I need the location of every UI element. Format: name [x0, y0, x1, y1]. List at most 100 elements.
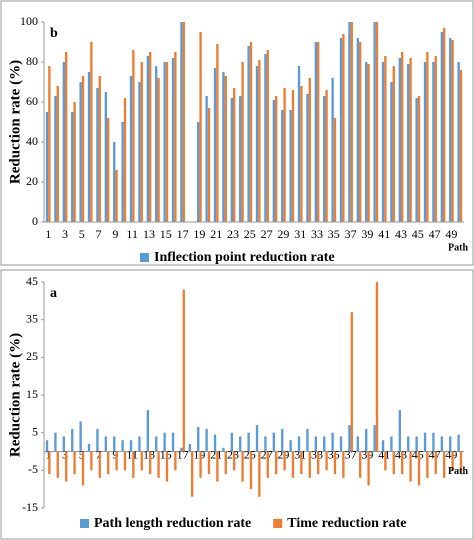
bar — [140, 451, 143, 471]
bar — [272, 432, 275, 452]
x-tick-label: 29 — [277, 227, 289, 241]
x-tick-label: 49 — [445, 227, 457, 241]
bar — [230, 432, 233, 452]
bar — [283, 88, 286, 222]
bar — [182, 22, 185, 222]
y-axis-label: Reduction rate (%) — [7, 60, 23, 184]
bar — [98, 76, 101, 222]
bar — [451, 40, 454, 222]
y-tick-label: -5 — [28, 462, 38, 476]
bar — [81, 451, 85, 486]
bar — [356, 436, 359, 452]
bar — [409, 451, 412, 482]
bar — [113, 436, 116, 452]
y-tick-label: 60 — [26, 94, 38, 108]
bar — [356, 38, 359, 222]
bar — [180, 447, 183, 452]
y-tick-label: 25 — [26, 349, 38, 363]
bar — [165, 62, 169, 222]
y-tick-label: 0 — [32, 214, 38, 228]
bar — [65, 52, 68, 222]
bar — [104, 436, 107, 452]
bar — [348, 22, 351, 222]
bar — [325, 90, 328, 222]
x-tick-label: 5 — [79, 227, 85, 241]
bar — [365, 62, 368, 222]
bar — [275, 96, 278, 222]
bar — [48, 451, 51, 475]
bar — [115, 170, 118, 222]
bar — [350, 22, 353, 222]
bar — [239, 436, 242, 452]
bar — [333, 118, 337, 222]
legend-swatch — [80, 519, 89, 528]
bar — [140, 62, 143, 222]
bar — [381, 62, 385, 222]
x-tick-label: 23 — [227, 227, 239, 241]
bar — [81, 76, 85, 222]
bar — [449, 436, 452, 452]
bar — [342, 34, 345, 222]
bar — [375, 22, 379, 222]
y-tick-label: 45 — [26, 274, 38, 288]
bar — [375, 282, 379, 452]
y-tick-label: 40 — [26, 134, 38, 148]
y-tick-label: 15 — [26, 387, 38, 401]
bar — [440, 32, 443, 222]
bar — [426, 451, 429, 478]
bar — [331, 78, 334, 222]
bar — [62, 436, 65, 452]
bar — [300, 451, 303, 475]
bar — [317, 451, 320, 475]
bar — [149, 52, 152, 222]
bar — [255, 425, 259, 452]
bar — [123, 451, 127, 471]
bar — [241, 62, 244, 222]
bar — [188, 443, 191, 452]
bar — [121, 122, 124, 222]
bar — [407, 436, 410, 452]
bar — [146, 410, 149, 452]
bar — [163, 62, 166, 222]
bar — [199, 451, 202, 478]
bar — [79, 421, 82, 452]
bar — [182, 289, 185, 452]
legend-label: Path length reduction rate — [94, 516, 251, 531]
y-tick-label: 100 — [20, 14, 38, 28]
bar — [401, 52, 404, 222]
bar — [205, 96, 208, 222]
bar — [87, 72, 91, 222]
bar — [384, 451, 387, 471]
bar — [249, 42, 253, 222]
x-tick-label: 31 — [294, 227, 306, 241]
x-tick-label: 9 — [112, 227, 118, 241]
x-tick-label: 45 — [412, 227, 424, 241]
y-tick-label: 5 — [32, 424, 38, 438]
bar — [359, 451, 362, 478]
bar — [107, 118, 110, 222]
bar — [197, 427, 200, 452]
y-axis-label: Reduction rate (%) — [7, 333, 23, 457]
bar — [233, 451, 236, 471]
bar — [73, 102, 76, 222]
x-axis-label: Path — [448, 466, 468, 477]
bar — [241, 451, 244, 482]
x-tick-label: 21 — [210, 227, 222, 241]
y-tick-label: 80 — [26, 54, 38, 68]
bar — [138, 436, 141, 452]
x-tick-label: 25 — [244, 227, 256, 241]
bar — [132, 50, 135, 222]
bar — [314, 42, 317, 222]
bar — [331, 432, 334, 452]
bar — [222, 447, 225, 452]
x-tick-label: 37 — [345, 227, 357, 241]
bar — [300, 86, 303, 222]
panel-label: a — [50, 286, 57, 301]
bar — [384, 56, 387, 222]
bar — [398, 58, 401, 222]
bar — [107, 451, 110, 475]
bar — [224, 451, 227, 475]
x-tick-label: 11 — [126, 227, 138, 241]
bar — [291, 451, 295, 478]
